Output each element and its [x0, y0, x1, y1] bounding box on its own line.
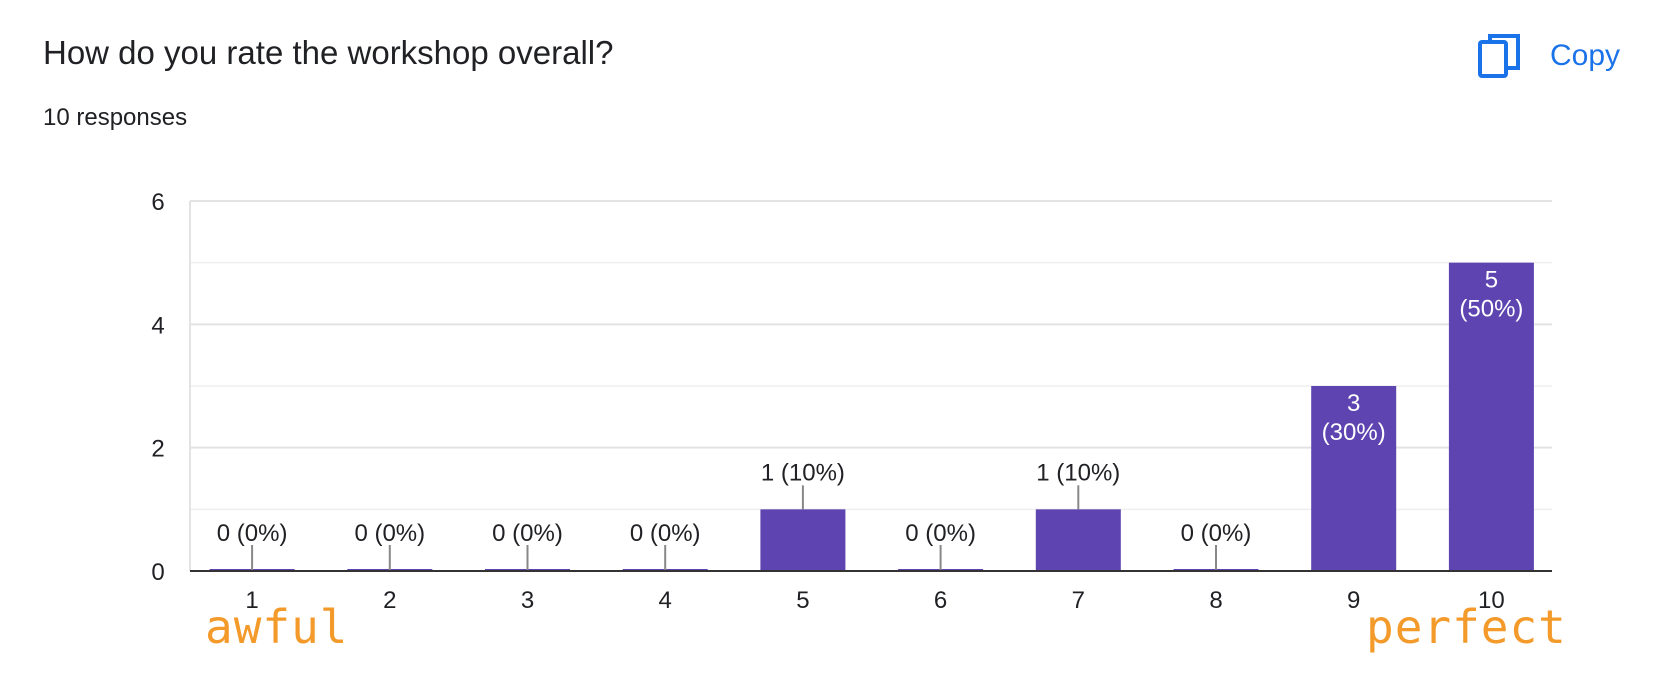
- data-label: 0 (0%): [354, 520, 425, 547]
- copy-icon: [1478, 34, 1520, 78]
- x-tick-label: 3: [521, 587, 534, 614]
- data-label: 5: [1485, 267, 1498, 294]
- bar: [1448, 262, 1534, 571]
- x-tick-label: 9: [1347, 587, 1360, 614]
- copy-button[interactable]: Copy: [1478, 28, 1648, 84]
- x-tick-label: 1: [245, 587, 258, 614]
- response-count: 10 responses: [43, 104, 188, 131]
- data-label: 1 (10%): [1036, 459, 1120, 486]
- data-label: 0 (0%): [905, 520, 976, 547]
- bar: [1035, 509, 1121, 571]
- x-tick-label: 5: [796, 587, 809, 614]
- bar: [760, 509, 846, 571]
- copy-button-label: Copy: [1550, 39, 1621, 72]
- data-label: (50%): [1459, 296, 1523, 323]
- data-label: 0 (0%): [630, 520, 701, 547]
- data-label: 0 (0%): [217, 520, 288, 547]
- data-label: 0 (0%): [492, 520, 563, 547]
- x-tick-label: 2: [383, 587, 396, 614]
- data-label: (30%): [1322, 419, 1386, 446]
- x-tick-label: 10: [1478, 587, 1505, 614]
- y-tick-label: 2: [151, 436, 164, 463]
- annotation-awful: awful: [205, 600, 349, 654]
- x-tick-label: 7: [1072, 587, 1085, 614]
- x-tick-label: 6: [934, 587, 947, 614]
- x-tick-label: 4: [659, 587, 672, 614]
- data-label: 1 (10%): [761, 459, 845, 486]
- y-tick-label: 0: [151, 559, 164, 586]
- data-label: 0 (0%): [1181, 520, 1252, 547]
- bar: [1311, 386, 1397, 571]
- y-tick-label: 6: [151, 189, 164, 216]
- x-tick-label: 8: [1209, 587, 1222, 614]
- annotation-perfect: perfect: [1366, 600, 1567, 654]
- question-title: How do you rate the workshop overall?: [43, 34, 614, 71]
- y-tick-label: 4: [151, 312, 164, 339]
- data-label: 3: [1347, 390, 1360, 417]
